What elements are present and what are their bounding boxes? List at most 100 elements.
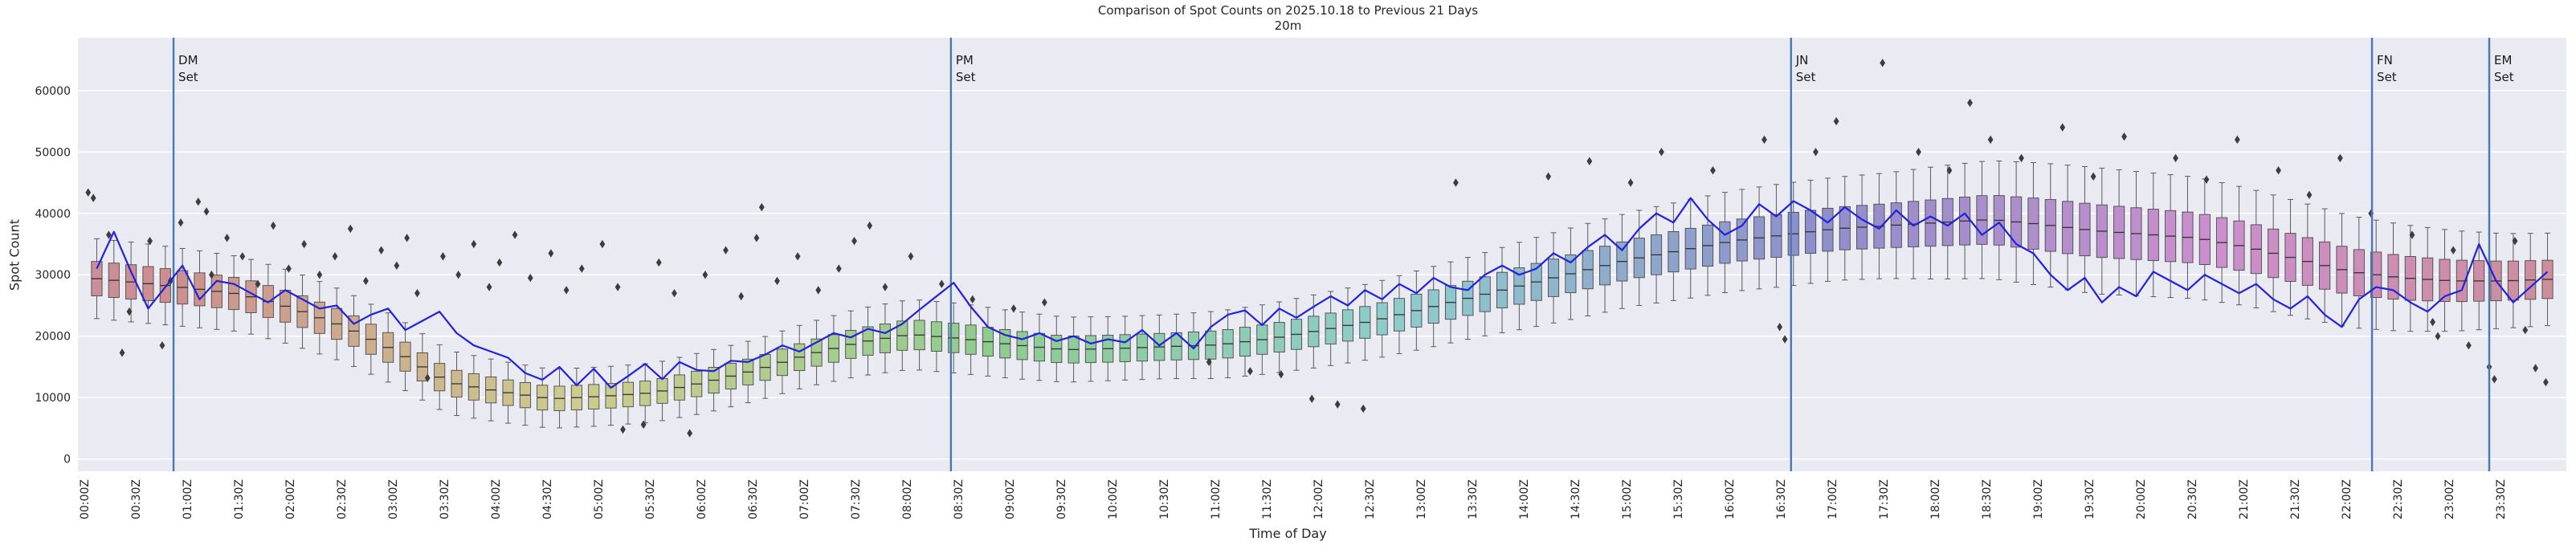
outlier-diamond	[1308, 394, 1315, 403]
outlier-diamond	[255, 279, 261, 288]
x-tick-label: 01:30Z	[233, 479, 246, 519]
x-tick-label: 08:00Z	[901, 479, 914, 519]
x-tick-label: 17:00Z	[1827, 479, 1839, 519]
outlier-diamond	[1967, 98, 1973, 108]
outlier-diamond	[2060, 123, 2066, 132]
outlier-diamond	[512, 230, 518, 239]
outlier-diamond	[908, 252, 914, 261]
sunset-label: JN Set	[1795, 53, 1816, 84]
x-tick-label: 02:00Z	[284, 479, 297, 519]
x-tick-label: 15:30Z	[1672, 479, 1685, 519]
x-tick-label: 18:30Z	[1981, 479, 1994, 519]
outlier-diamond	[1453, 178, 1459, 187]
outlier-diamond	[455, 271, 462, 279]
outlier-diamond	[1946, 166, 1953, 175]
x-tick-label: 08:30Z	[953, 479, 965, 519]
chart-title: Comparison of Spot Counts on 2025.10.18 …	[1097, 3, 1479, 18]
outlier-diamond	[2121, 132, 2127, 141]
y-tick-label: 50000	[35, 146, 71, 159]
x-tick-label: 19:00Z	[2032, 479, 2045, 519]
outlier-diamond	[599, 239, 606, 249]
outlier-diamond	[614, 283, 621, 291]
sunset-markers: DM Set PM Set JN Set FN Set EM Set	[172, 38, 2514, 471]
outlier-diamond	[970, 295, 976, 304]
outlier-diamond	[578, 264, 585, 273]
outlier-diamond	[2234, 135, 2240, 145]
outlier-diamond	[2276, 166, 2281, 175]
x-tick-label: 03:30Z	[439, 479, 451, 519]
outlier-diamond	[851, 236, 857, 246]
x-tick-label: 05:00Z	[593, 479, 606, 519]
outlier-diamond	[2090, 172, 2096, 181]
outlier-diamond	[2337, 153, 2343, 163]
outlier-diamond	[2430, 317, 2435, 327]
x-tick-label: 00:30Z	[130, 479, 143, 519]
outlier-diamond	[195, 198, 202, 206]
outlier-diamond	[414, 288, 420, 298]
y-tick-label: 30000	[35, 269, 71, 282]
x-tick-label: 02:30Z	[336, 479, 349, 519]
x-tick-label: 03:00Z	[387, 479, 400, 519]
chart-subtitle: 20m	[1274, 18, 1302, 33]
outlier-diamond	[424, 373, 431, 382]
outlier-diamond	[882, 283, 888, 291]
outlier-diamond	[1586, 157, 1593, 165]
outlier-diamond	[270, 221, 276, 230]
outlier-diamond	[1782, 335, 1788, 344]
outlier-diamond	[758, 202, 765, 212]
x-tick-label: 17:30Z	[1878, 479, 1891, 519]
outlier-diamond	[1762, 135, 1767, 145]
outlier-diamond	[867, 221, 873, 230]
outlier-diamond	[1206, 357, 1212, 367]
outlier-diamond	[2368, 209, 2374, 218]
outlier-diamond	[347, 224, 353, 234]
outlier-diamond	[620, 425, 626, 434]
outlier-diamond	[527, 273, 533, 283]
outlier-diamond	[1880, 59, 1886, 67]
outlier-diamond	[2306, 190, 2313, 200]
y-tick-labels: 0 10000 20000 30000 40000 50000 60000	[35, 85, 71, 466]
outlier-diamond	[702, 271, 708, 279]
x-tick-label: 07:30Z	[850, 479, 863, 519]
x-tick-label: 13:00Z	[1415, 479, 1428, 519]
x-tick-label: 00:00Z	[79, 479, 92, 519]
outlier-diamond	[815, 286, 822, 295]
outlier-diamond	[316, 271, 323, 279]
outlier-diamond	[2512, 236, 2518, 246]
x-tick-label: 10:00Z	[1107, 479, 1120, 519]
outlier-diamond	[119, 348, 125, 357]
outlier-diamond	[394, 261, 400, 270]
x-tick-label: 04:00Z	[490, 479, 503, 519]
outlier-diamond	[938, 279, 945, 288]
outlier-diamond	[85, 188, 92, 197]
outlier-diamond	[835, 264, 842, 273]
outlier-diamond	[90, 193, 96, 202]
x-tick-label: 15:00Z	[1621, 479, 1634, 519]
outlier-diamond	[738, 291, 745, 301]
outlier-diamond	[2465, 341, 2472, 350]
x-axis-label: Time of Day	[1249, 526, 1327, 541]
outlier-diamond	[1916, 148, 1921, 157]
outlier-diamond	[378, 246, 385, 255]
outlier-diamond	[2173, 153, 2178, 163]
outlier-diamond	[332, 252, 338, 261]
outlier-diamond	[486, 283, 492, 291]
outlier-diamond	[1334, 400, 1341, 409]
x-tick-label: 20:30Z	[2186, 479, 2199, 519]
x-tick-label: 04:30Z	[541, 479, 554, 519]
outlier-diamond	[301, 239, 308, 249]
outlier-diamond	[1627, 178, 1634, 187]
outlier-diamond	[655, 258, 662, 267]
y-tick-label: 0	[63, 454, 71, 466]
sunset-label: FN Set	[2377, 53, 2397, 84]
y-tick-label: 20000	[35, 331, 71, 344]
boxplot-series	[91, 195, 2554, 411]
x-tick-label: 21:30Z	[2289, 479, 2302, 519]
outlier-diamond	[1833, 116, 1839, 126]
x-tick-label: 11:00Z	[1210, 479, 1223, 519]
outlier-diamond	[2533, 364, 2538, 373]
x-tick-label: 12:30Z	[1364, 479, 1377, 519]
x-tick-label: 22:30Z	[2392, 479, 2405, 519]
outlier-diamond	[178, 218, 184, 227]
